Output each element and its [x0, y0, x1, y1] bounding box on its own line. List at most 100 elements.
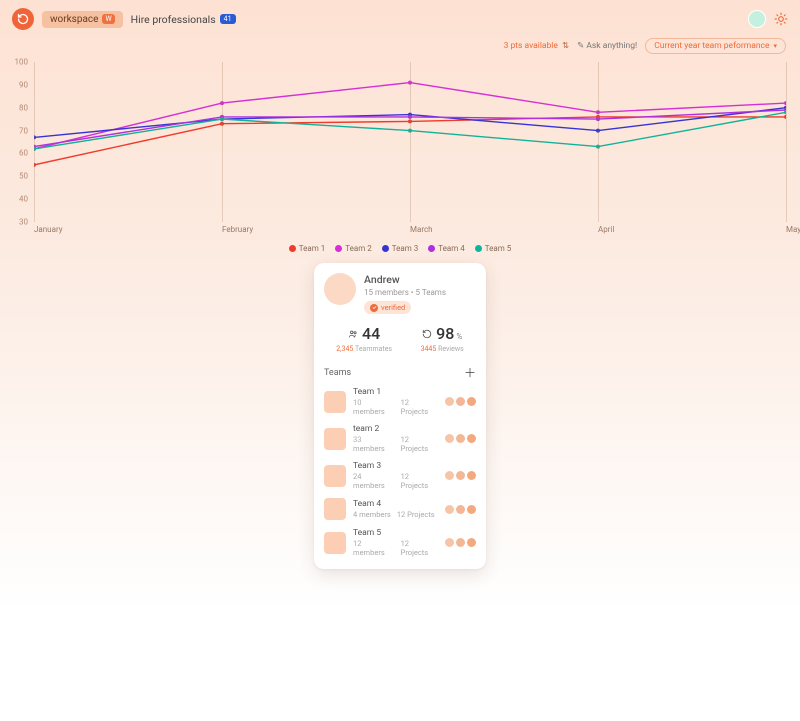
profile-avatar [324, 273, 356, 305]
team-row[interactable]: Team 110 members12 Projects [314, 383, 486, 420]
legend-label: Team 1 [299, 244, 325, 253]
profile-stats: 442,345 Teammates 98%3445 Reviews [314, 324, 486, 353]
team-projects: 12 Projects [397, 510, 435, 519]
team-members: 4 members [353, 510, 391, 519]
teams-list: Team 110 members12 Projectsteam 233 memb… [314, 383, 486, 561]
legend-dot-icon [289, 245, 296, 252]
team-thumbnail [324, 532, 346, 554]
team-thumbnail [324, 498, 346, 520]
stat: 442,345 Teammates [336, 324, 392, 353]
avatar-dot [445, 434, 454, 443]
team-members: 33 members [353, 435, 395, 453]
team-members: 24 members [353, 472, 395, 490]
legend-label: Team 3 [392, 244, 418, 253]
y-tick: 50 [12, 172, 28, 181]
team-thumbnail [324, 428, 346, 450]
legend-dot-icon [475, 245, 482, 252]
subbar: 3 pts available ⇅ ✎ Ask anything! Curren… [0, 38, 800, 58]
team-member-avatars [445, 471, 476, 480]
hire-count: 41 [220, 14, 236, 24]
workspace-pill[interactable]: workspace W [42, 11, 123, 28]
legend-label: Team 2 [345, 244, 371, 253]
refresh-icon[interactable] [12, 8, 34, 30]
stat-muted: Reviews [438, 345, 464, 353]
workspace-badge: W [102, 14, 114, 24]
x-tick: March [410, 225, 433, 234]
profile-card: Andrew 15 members • 5 Teams verified 442… [314, 263, 486, 569]
legend-dot-icon [382, 245, 389, 252]
wand-icon: ✎ [577, 41, 584, 51]
team-name: team 2 [353, 424, 438, 434]
y-tick: 90 [12, 80, 28, 89]
legend-item[interactable]: Team 4 [428, 244, 464, 253]
team-members: 10 members [353, 398, 395, 416]
ask-text: Ask anything! [586, 41, 637, 51]
legend-label: Team 5 [485, 244, 511, 253]
profile-name: Andrew [364, 273, 446, 286]
avatar-dot [456, 471, 465, 480]
stat-value: 98 [436, 324, 454, 343]
legend-item[interactable]: Team 1 [289, 244, 325, 253]
y-tick: 80 [12, 103, 28, 112]
team-name: Team 3 [353, 461, 438, 471]
teams-header: Teams [324, 368, 351, 378]
team-projects: 12 Projects [401, 472, 438, 490]
gridline [34, 62, 35, 222]
performance-filter[interactable]: Current year team peformance ▾ [645, 38, 786, 54]
points-available[interactable]: 3 pts available ⇅ [504, 41, 570, 51]
workspace-label: workspace [50, 14, 98, 25]
team-row[interactable]: team 233 members12 Projects [314, 420, 486, 457]
team-projects: 12 Projects [401, 539, 438, 557]
legend-item[interactable]: Team 5 [475, 244, 511, 253]
avatar-dot [467, 397, 476, 406]
legend-item[interactable]: Team 2 [335, 244, 371, 253]
avatar-dot [467, 505, 476, 514]
avatar-dot [456, 434, 465, 443]
gridline [598, 62, 599, 222]
legend-item[interactable]: Team 3 [382, 244, 418, 253]
profile-subtitle: 15 members • 5 Teams [364, 288, 446, 297]
team-thumbnail [324, 391, 346, 413]
team-name: Team 5 [353, 528, 438, 538]
topbar: workspace W Hire professionals 41 [0, 0, 800, 38]
avatar-dot [467, 538, 476, 547]
team-row[interactable]: Team 44 members 12 Projects [314, 494, 486, 524]
performance-chart: 30405060708090100JanuaryFebruaryMarchApr… [14, 62, 786, 222]
team-row[interactable]: Team 324 members 12 Projects [314, 457, 486, 494]
stat-unit: % [456, 332, 462, 341]
team-row[interactable]: Team 512 members12 Projects [314, 524, 486, 561]
ask-anything[interactable]: ✎ Ask anything! [577, 41, 637, 51]
avatar-dot [445, 538, 454, 547]
avatar-dot [445, 397, 454, 406]
theme-toggle-icon[interactable] [774, 12, 788, 26]
sort-arrows-icon: ⇅ [560, 41, 569, 51]
team-name: Team 4 [353, 499, 438, 509]
add-team-button[interactable]: ＋ [464, 367, 476, 379]
team-member-avatars [445, 397, 476, 406]
y-tick: 100 [12, 58, 28, 67]
verified-badge: verified [364, 301, 411, 314]
stat-accent: 2,345 [336, 345, 353, 353]
avatar-dot [467, 434, 476, 443]
x-tick: April [598, 225, 614, 234]
legend-dot-icon [335, 245, 342, 252]
hire-label: Hire professionals [131, 13, 216, 26]
legend-label: Team 4 [438, 244, 464, 253]
perf-text: Current year team peformance [654, 41, 769, 51]
avatar-dot [456, 397, 465, 406]
avatar-dot [456, 505, 465, 514]
user-avatar[interactable] [748, 10, 766, 28]
chevron-down-icon: ▾ [773, 42, 777, 50]
y-tick: 60 [12, 149, 28, 158]
avatar-dot [467, 471, 476, 480]
team-member-avatars [445, 505, 476, 514]
x-tick: February [222, 225, 253, 234]
hire-professionals[interactable]: Hire professionals 41 [131, 13, 236, 26]
stat: 98%3445 Reviews [421, 324, 464, 353]
team-member-avatars [445, 434, 476, 443]
y-tick: 70 [12, 126, 28, 135]
verified-label: verified [381, 303, 405, 312]
team-name: Team 1 [353, 387, 438, 397]
points-text: pts available [510, 41, 557, 51]
avatar-dot [445, 471, 454, 480]
